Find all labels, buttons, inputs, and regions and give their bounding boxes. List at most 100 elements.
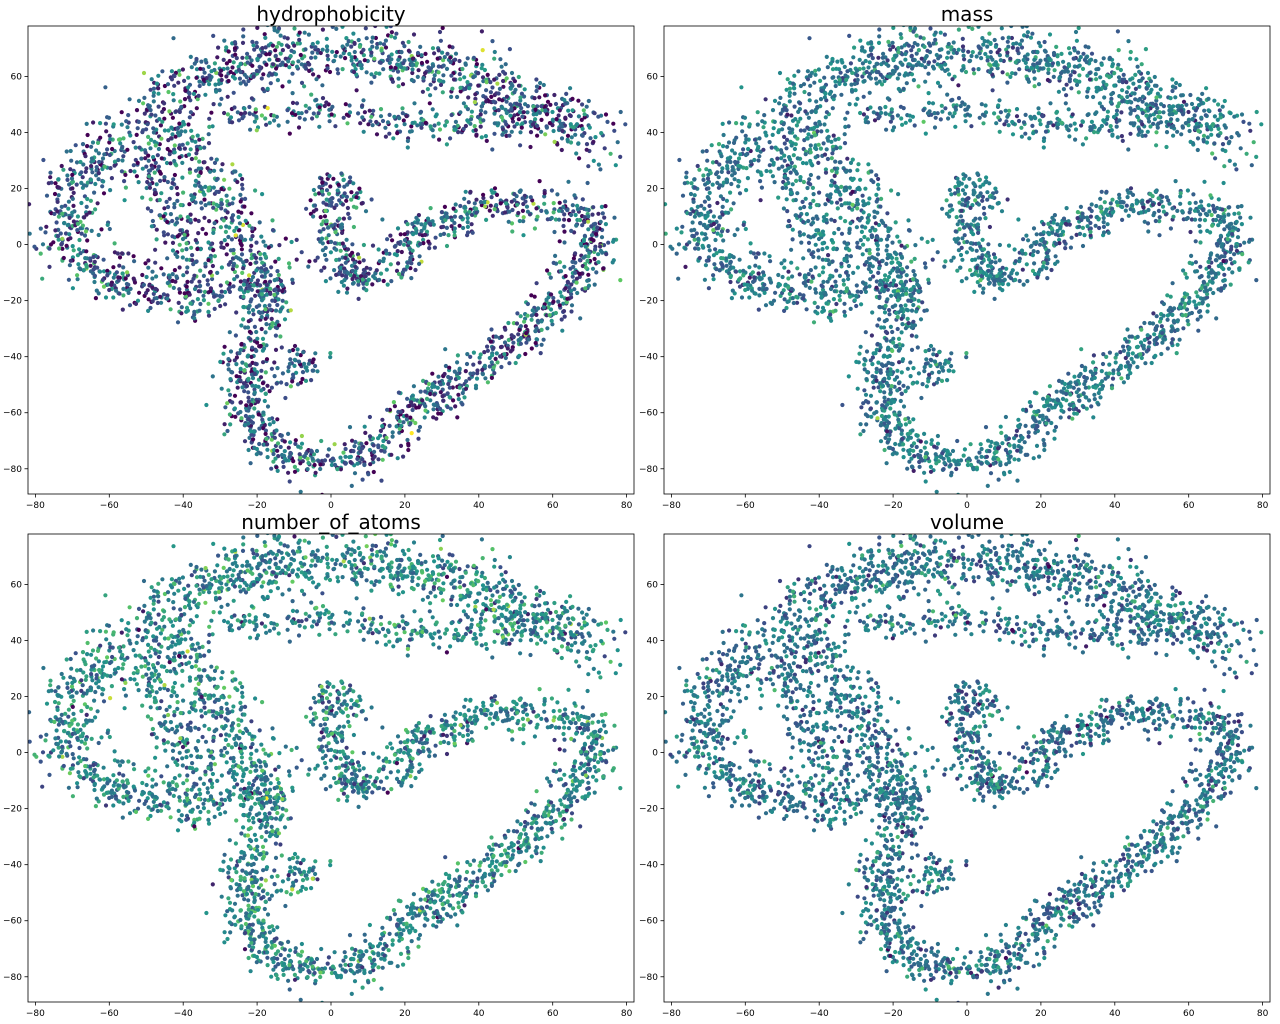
scatter-point	[311, 111, 316, 116]
scatter-point	[408, 266, 413, 271]
scatter-point	[299, 441, 305, 446]
scatter-point	[275, 417, 280, 422]
scatter-point	[1031, 131, 1036, 136]
scatter-point	[207, 82, 212, 87]
scatter-point	[250, 345, 255, 350]
scatter-point	[492, 111, 497, 116]
scatter-point	[146, 105, 152, 110]
scatter-point	[904, 81, 909, 86]
scatter-point	[873, 76, 879, 81]
scatter-point	[553, 253, 558, 258]
scatter-point	[287, 265, 292, 270]
scatter-point	[339, 171, 344, 176]
scatter-point	[599, 235, 605, 240]
scatter-point	[908, 118, 913, 123]
scatter-point	[169, 77, 175, 82]
scatter-point	[162, 101, 167, 106]
scatter-point	[193, 156, 198, 161]
scatter-point	[599, 204, 605, 209]
scatter-point	[239, 342, 244, 347]
scatter-point	[153, 247, 158, 252]
scatter-point	[1021, 57, 1026, 63]
scatter-point	[1017, 67, 1022, 72]
scatter-point	[120, 271, 125, 276]
scatter-point	[336, 289, 341, 294]
scatter-point	[328, 197, 333, 202]
scatter-point	[233, 333, 238, 338]
scatter-point	[399, 423, 404, 428]
axes-frame	[27, 25, 635, 495]
scatter-point	[245, 60, 250, 65]
scatter-point	[465, 352, 470, 357]
scatter-point	[56, 237, 61, 242]
scatter-point	[170, 115, 175, 120]
scatter-point	[257, 426, 262, 431]
scatter-point	[1171, 133, 1176, 138]
scatter-point	[472, 201, 477, 206]
scatter-point	[489, 327, 494, 332]
scatter-point	[374, 132, 380, 137]
scatter-point	[259, 234, 264, 239]
scatter-point	[552, 92, 557, 98]
scatter-point	[866, 65, 871, 70]
scatter-point	[396, 76, 401, 81]
scatter-point	[264, 436, 269, 441]
scatter-point	[889, 7, 893, 11]
scatter-point	[535, 123, 540, 129]
scatter-point	[545, 268, 550, 273]
scatter-point	[506, 219, 511, 224]
scatter-point	[381, 278, 386, 284]
scatter-point	[276, 123, 281, 128]
scatter-point	[264, 282, 269, 287]
scatter-point	[515, 121, 520, 126]
scatter-point	[388, 233, 393, 238]
scatter-point	[950, 97, 955, 102]
scatter-point	[1194, 121, 1199, 126]
scatter-point	[201, 298, 206, 303]
scatter-point	[401, 420, 406, 425]
scatter-point	[158, 123, 163, 128]
scatter-point	[79, 231, 84, 236]
scatter-point	[103, 85, 108, 90]
scatter-point	[162, 128, 167, 133]
scatter-point	[125, 147, 130, 152]
scatter-point	[1107, 55, 1112, 60]
scatter-point	[219, 168, 224, 173]
scatter-point	[210, 263, 215, 269]
scatter-point	[382, 449, 387, 454]
scatter-point	[357, 260, 362, 265]
scatter-point	[362, 110, 367, 115]
scatter-point	[903, 51, 908, 57]
scatter-point	[244, 383, 250, 389]
scatter-point	[241, 79, 246, 84]
scatter-point	[259, 326, 264, 332]
scatter-point	[171, 92, 176, 97]
scatter-point	[189, 156, 194, 162]
scatter-point	[583, 265, 589, 270]
scatter-point	[1171, 123, 1176, 129]
scatter-point	[170, 234, 175, 239]
scatter-point	[172, 83, 177, 88]
scatter-point	[95, 265, 100, 270]
scatter-point	[402, 232, 407, 237]
scatter-point	[145, 206, 150, 211]
scatter-point	[402, 238, 408, 243]
scatter-point	[456, 392, 461, 397]
scatter-point	[577, 271, 582, 276]
scatter-point	[1128, 111, 1133, 116]
scatter-point	[149, 137, 154, 142]
scatter-point	[1152, 83, 1158, 88]
scatter-point	[1109, 96, 1114, 101]
scatter-point	[366, 271, 371, 276]
scatter-point	[425, 216, 431, 221]
scatter-point	[882, 78, 887, 84]
scatter-point	[380, 417, 385, 422]
scatter-point	[1057, 76, 1062, 81]
scatter-point	[396, 271, 402, 277]
scatter-point	[231, 60, 236, 65]
panel-title: hydrophobicity	[256, 2, 405, 26]
scatter-point	[319, 268, 324, 273]
scatter-point	[227, 412, 232, 417]
scatter-point	[247, 111, 252, 116]
scatter-point	[822, 85, 827, 90]
